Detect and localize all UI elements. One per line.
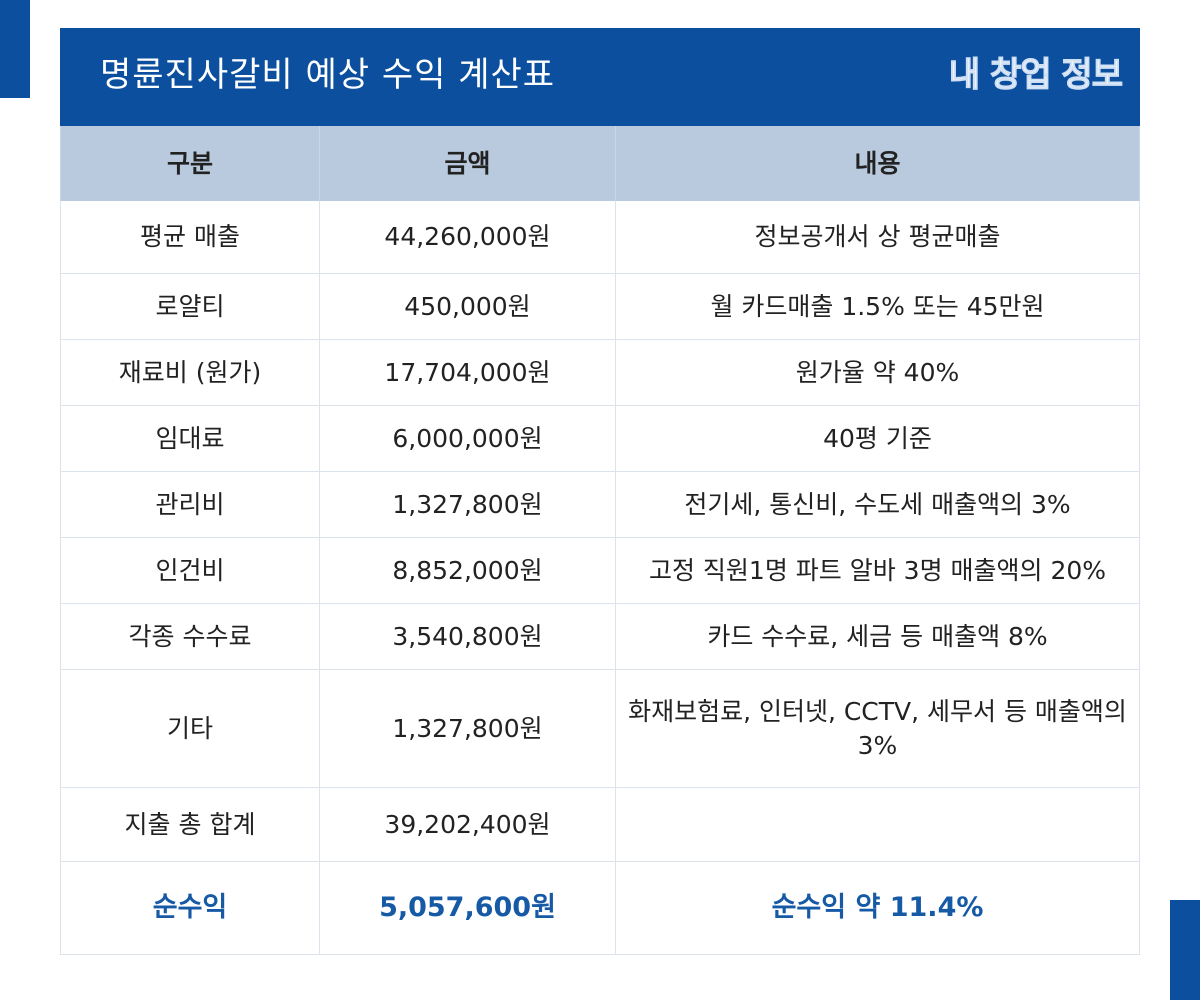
table-cell: 각종 수수료 <box>60 604 320 669</box>
table-cell: 지출 총 합계 <box>60 788 320 861</box>
table-cell: 40평 기준 <box>616 406 1140 471</box>
table-cell: 17,704,000원 <box>320 340 616 405</box>
table-cell: 순수익 <box>60 862 320 954</box>
table-cell: 8,852,000원 <box>320 538 616 603</box>
table: 구분 금액 내용 평균 매출 44,260,000원 정보공개서 상 평균매출 로얄티 450… <box>60 126 1140 955</box>
table-row: 구분 금액 내용 <box>60 126 1140 201</box>
table-cell: 관리비 <box>60 472 320 537</box>
table-cell: 기타 <box>60 670 320 787</box>
table-cell: 원가율 약 40% <box>616 340 1140 405</box>
table-cell: 정보공개서 상 평균매출 <box>616 201 1140 273</box>
logo: 내 창업 정보 <box>948 55 1123 96</box>
header-cell: 금액 <box>320 126 616 201</box>
header-banner: 명륜진사갈비 예상 수익 계산표 내 창업 정보 <box>60 28 1140 126</box>
table-cell: 순수익 약 11.4% <box>616 862 1140 954</box>
table-cell <box>616 788 1140 861</box>
table-cell: 1,327,800원 <box>320 670 616 787</box>
header-cell: 내용 <box>616 126 1140 201</box>
table-cell: 화재보험료, 인터넷, CCTV, 세무서 등 매출액의 3% <box>616 670 1140 787</box>
table-row: 순수익 5,057,600원 순수익 약 11.4% <box>60 862 1140 955</box>
table-cell: 3,540,800원 <box>320 604 616 669</box>
table-cell: 카드 수수료, 세금 등 매출액 8% <box>616 604 1140 669</box>
table-row: 각종 수수료 3,540,800원 카드 수수료, 세금 등 매출액 8% <box>60 604 1140 670</box>
table-cell: 임대료 <box>60 406 320 471</box>
table-row: 지출 총 합계 39,202,400원 <box>60 788 1140 862</box>
table-row: 평균 매출 44,260,000원 정보공개서 상 평균매출 <box>60 201 1140 274</box>
table-row: 관리비 1,327,800원 전기세, 통신비, 수도세 매출액의 3% <box>60 472 1140 538</box>
table-row: 임대료 6,000,000원 40평 기준 <box>60 406 1140 472</box>
table-row: 인건비 8,852,000원 고정 직원1명 파트 알바 3명 매출액의 20% <box>60 538 1140 604</box>
table-cell: 5,057,600원 <box>320 862 616 954</box>
title: 명륜진사갈비 예상 수익 계산표 <box>100 55 556 95</box>
table-cell: 월 카드매출 1.5% 또는 45만원 <box>616 274 1140 339</box>
table-cell: 전기세, 통신비, 수도세 매출액의 3% <box>616 472 1140 537</box>
accent-bar <box>0 0 30 98</box>
table-cell: 로얄티 <box>60 274 320 339</box>
table-cell: 39,202,400원 <box>320 788 616 861</box>
table-cell: 고정 직원1명 파트 알바 3명 매출액의 20% <box>616 538 1140 603</box>
table-row: 재료비 (원가) 17,704,000원 원가율 약 40% <box>60 340 1140 406</box>
table-cell: 6,000,000원 <box>320 406 616 471</box>
accent-bar <box>1170 900 1200 1000</box>
table-row: 기타 1,327,800원 화재보험료, 인터넷, CCTV, 세무서 등 매출액의… <box>60 670 1140 788</box>
table-cell: 인건비 <box>60 538 320 603</box>
table-cell: 평균 매출 <box>60 201 320 273</box>
header-cell: 구분 <box>60 126 320 201</box>
table-cell: 450,000원 <box>320 274 616 339</box>
table-cell: 재료비 (원가) <box>60 340 320 405</box>
table-row: 로얄티 450,000원 월 카드매출 1.5% 또는 45만원 <box>60 274 1140 340</box>
table-cell: 1,327,800원 <box>320 472 616 537</box>
table-cell: 44,260,000원 <box>320 201 616 273</box>
